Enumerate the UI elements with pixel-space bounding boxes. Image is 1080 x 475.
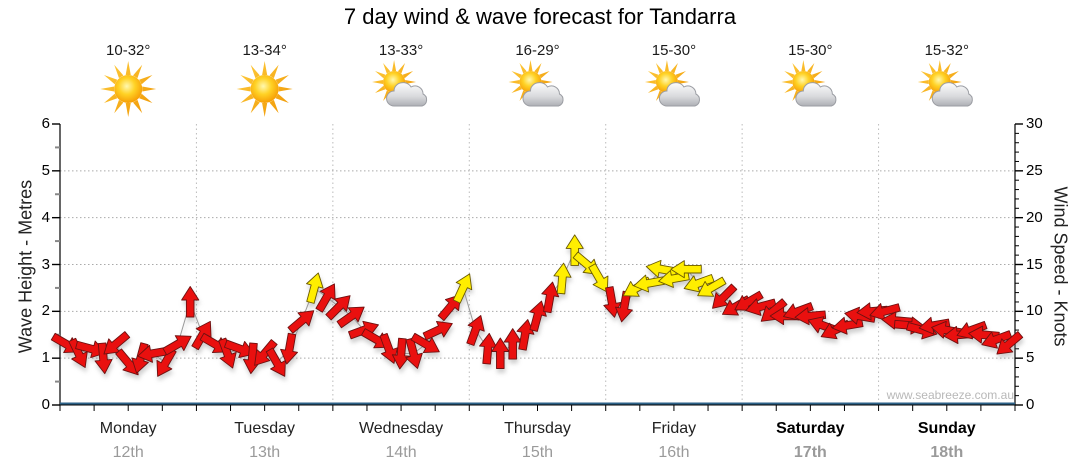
partly-cloudy-icon <box>372 60 428 107</box>
wind-arrow <box>466 315 485 346</box>
wind-tick-label: 5 <box>1026 349 1035 367</box>
axes <box>52 123 1023 411</box>
wind-arrow <box>422 321 453 341</box>
temp-range-label: 15-32° <box>924 42 969 59</box>
day-name-label: Wednesday <box>358 420 444 437</box>
wind-arrow <box>223 339 255 359</box>
day-name-label: Monday <box>99 420 157 437</box>
cloud-shape <box>795 82 837 107</box>
wind-arrow <box>68 337 88 368</box>
temp-range-label: 13-33° <box>378 42 424 59</box>
wind-tick-label: 0 <box>1026 396 1035 413</box>
wind-arrow <box>280 332 298 365</box>
wind-arrow <box>633 274 665 293</box>
temp-range-label: 15-30° <box>651 42 697 59</box>
wind-arrow <box>405 337 423 369</box>
wind-tick-label: 25 <box>1026 161 1043 179</box>
wind-arrow <box>697 276 727 297</box>
day-name-label: Thursday <box>504 420 571 437</box>
wind-arrow <box>315 283 336 313</box>
day-date-label: 17th <box>793 444 827 461</box>
cloud-shape <box>931 82 973 107</box>
wind-arrow <box>181 286 200 318</box>
wind-arrow <box>670 260 702 279</box>
wind-arrow <box>265 347 286 377</box>
day-name-label: Saturday <box>776 420 845 437</box>
wave-tick-label: 3 <box>41 255 50 273</box>
day-date-label: 12th <box>112 444 144 461</box>
wind-arrow <box>162 335 192 356</box>
wind-arrow <box>588 263 609 293</box>
gridlines <box>60 124 1015 405</box>
day-name-label: Friday <box>651 420 697 437</box>
wave-tick-label: 4 <box>41 208 50 226</box>
wind-arrow <box>218 337 237 369</box>
cloud-shape <box>522 82 564 107</box>
temp-range-label: 15-30° <box>788 42 833 59</box>
partly-cloudy-icon <box>781 60 837 107</box>
wind-tick-label: 30 <box>1026 115 1043 132</box>
wind-arrow <box>683 274 715 293</box>
wind-arrow <box>103 331 131 355</box>
page-title: 7 day wind & wave forecast for Tandarra <box>343 4 737 29</box>
day-date-label: 13th <box>249 444 281 461</box>
wave-tick-label: 0 <box>41 396 50 413</box>
day-date-label: 18th <box>930 444 964 461</box>
sunny-icon <box>100 61 157 117</box>
sun-rays <box>100 61 157 117</box>
partly-cloudy-icon <box>644 60 700 107</box>
weather-icons <box>100 60 973 117</box>
wind-arrow <box>553 262 572 295</box>
sunny-icon <box>236 61 293 117</box>
wind-arrow <box>452 273 473 304</box>
wind-tick-label: 15 <box>1026 255 1043 273</box>
watermark: www.seabreeze.com.au <box>886 388 1014 402</box>
wind-tick-label: 20 <box>1026 208 1043 226</box>
wind-arrow <box>615 290 633 323</box>
wind-arrow <box>479 332 498 365</box>
partly-cloudy-icon <box>508 60 564 107</box>
wind-arrow <box>541 281 560 314</box>
cloud-shape <box>386 82 428 107</box>
wind-arrow <box>503 328 522 360</box>
wind-arrow <box>869 303 901 321</box>
wave-tick-label: 1 <box>41 349 50 367</box>
temp-range-label: 13-34° <box>242 42 287 59</box>
temp-range-label: 16-29° <box>515 42 560 59</box>
partly-cloudy-icon <box>917 60 973 107</box>
wind-arrow <box>325 295 351 321</box>
wind-arrow <box>94 342 113 375</box>
cloud-shape <box>659 82 700 107</box>
wind-arrow <box>254 339 278 366</box>
wind-arrow <box>191 320 212 351</box>
wind-arrow <box>410 332 440 353</box>
day-date-label: 16th <box>658 444 690 461</box>
wind-arrow <box>745 298 777 316</box>
sun-rays <box>236 61 293 117</box>
day-date-label: 14th <box>385 444 417 461</box>
temp-range-label: 10-32° <box>106 42 151 59</box>
wind-arrow <box>391 337 410 370</box>
wind-tick-label: 10 <box>1026 302 1043 320</box>
day-name-label: Sunday <box>917 420 976 437</box>
day-name-label: Tuesday <box>234 420 296 437</box>
wave-tick-label: 2 <box>41 302 50 320</box>
wind-arrow <box>491 337 510 369</box>
wave-tick-label: 6 <box>41 115 50 132</box>
sun-disc <box>114 75 143 103</box>
wind-arrow <box>287 310 315 334</box>
sun-disc <box>250 75 279 103</box>
wave-tick-label: 5 <box>41 161 50 179</box>
wind-arrow <box>981 330 1013 349</box>
day-date-label: 15th <box>521 444 554 461</box>
wind-arrow-series <box>50 234 1024 377</box>
wind-arrow <box>996 331 1024 355</box>
wind-arrow <box>712 283 738 309</box>
wind-arrow <box>306 272 324 304</box>
wind-arrow <box>336 306 365 329</box>
